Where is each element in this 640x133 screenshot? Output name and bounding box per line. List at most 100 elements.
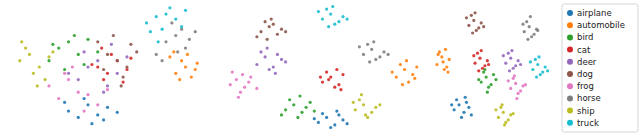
point [280,28,283,31]
point [435,63,438,66]
legend-label: airplane [577,8,612,18]
point [534,58,537,61]
point [480,49,483,52]
point [485,75,488,78]
point [478,57,481,60]
point [122,75,125,78]
point [477,78,480,81]
plot-area [435,11,549,126]
point [437,53,440,56]
point [446,70,449,73]
point [243,86,246,89]
point [529,60,532,63]
series [494,103,514,126]
point [106,88,109,91]
point [129,57,132,60]
point [280,58,283,61]
point [512,67,515,70]
point [333,23,336,26]
point [321,112,324,115]
point [164,40,167,43]
point [481,67,484,70]
point [470,14,473,17]
point [180,59,183,62]
point [73,34,76,37]
point [529,15,532,18]
point [321,18,324,21]
point [327,25,330,28]
series [529,55,549,78]
series [255,18,287,41]
point [102,78,105,81]
point [382,50,385,53]
point [358,45,361,48]
point [268,68,271,71]
point [467,106,470,109]
point [120,84,123,87]
point [526,38,529,41]
point [399,63,402,66]
point [483,64,486,67]
point [480,21,483,24]
point [51,43,54,46]
series [450,96,473,119]
point [354,108,357,111]
legend-frame [562,4,638,132]
point [32,72,35,75]
legend-marker [567,34,573,40]
point [190,75,193,78]
point [110,53,113,56]
point [352,101,355,104]
point [51,50,54,53]
point [184,65,187,68]
point [106,106,109,109]
point [366,43,369,46]
point [441,60,444,63]
point [536,63,539,66]
point [272,23,275,26]
point [471,31,474,34]
legend-label: ship [577,106,595,116]
point [83,97,86,100]
point [486,59,489,62]
point [541,70,544,73]
point [329,12,332,15]
series [47,34,99,71]
point [276,33,279,36]
point [270,18,273,21]
point [259,50,262,53]
point [487,86,490,89]
point [507,79,510,82]
point [36,84,39,87]
point [229,83,232,86]
point [112,34,115,37]
point [486,91,489,94]
point [110,43,113,46]
point [300,111,303,114]
legend-label: cat [577,45,591,55]
point [90,63,93,66]
point [77,78,80,81]
point [157,40,160,43]
point [504,62,507,65]
point [90,122,93,125]
legend-label: dog [577,69,593,79]
point [544,65,547,68]
point [370,111,373,114]
plot-area [229,5,419,129]
point [47,84,50,87]
point [482,25,485,28]
panel [435,11,549,126]
point [494,108,497,111]
point [411,73,414,76]
point [362,53,365,56]
point [106,72,109,75]
point [514,82,517,85]
point [125,55,128,58]
point [102,91,105,94]
panel [229,5,419,129]
point [96,65,99,68]
point [96,103,99,106]
point [268,25,271,28]
point [28,53,31,56]
